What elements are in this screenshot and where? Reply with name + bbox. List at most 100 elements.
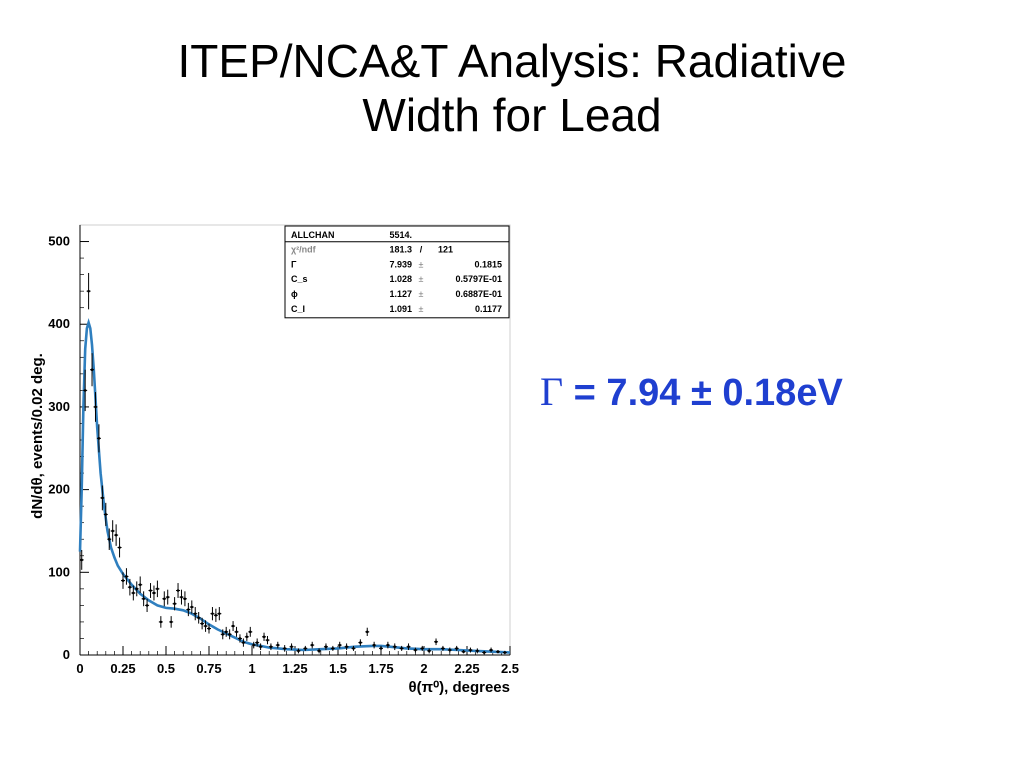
- stats-row-value: 5514.: [389, 230, 412, 240]
- data-marker: [104, 513, 108, 516]
- y-tick-label: 100: [48, 564, 70, 579]
- data-point: [155, 580, 160, 598]
- data-point: [141, 591, 146, 607]
- data-marker: [245, 635, 249, 639]
- data-marker: [379, 647, 383, 650]
- data-marker: [297, 649, 300, 653]
- stats-row-name: C_s: [291, 274, 308, 284]
- x-tick-label: 2: [420, 661, 427, 676]
- data-point: [90, 353, 95, 387]
- data-marker: [214, 614, 218, 617]
- data-marker: [128, 585, 132, 589]
- data-marker: [269, 645, 273, 649]
- data-marker: [114, 533, 118, 537]
- data-point: [165, 589, 170, 605]
- data-marker: [90, 368, 94, 372]
- data-point: [193, 607, 198, 621]
- data-point: [495, 650, 500, 654]
- data-marker: [420, 647, 424, 650]
- data-point: [231, 621, 236, 632]
- data-point: [282, 645, 287, 652]
- data-point: [248, 626, 253, 637]
- x-tick-label: 0.75: [196, 661, 221, 676]
- data-point: [217, 607, 222, 621]
- data-point: [323, 643, 328, 651]
- data-point: [121, 572, 125, 589]
- x-tick-label: 1.25: [282, 661, 307, 676]
- data-marker: [255, 641, 259, 644]
- data-point: [265, 635, 270, 645]
- data-point: [420, 645, 425, 651]
- data-marker: [414, 648, 417, 652]
- chart: 0 0.25 0.5 0.75 1 1.25 1.5 1.75 2 2.25 2.5 0 100 200 3…: [29, 224, 519, 696]
- data-marker: [252, 643, 256, 647]
- data-point: [268, 643, 273, 651]
- data-point: [114, 524, 119, 546]
- data-marker: [176, 589, 180, 592]
- data-point: [289, 643, 294, 651]
- y-tick-label: 200: [48, 482, 70, 497]
- data-marker: [262, 635, 266, 639]
- data-marker: [448, 648, 452, 652]
- data-marker: [231, 624, 235, 628]
- stats-row-name: ϕ: [291, 289, 298, 299]
- data-marker: [218, 612, 221, 615]
- x-tick-label: 1: [248, 661, 255, 676]
- data-marker: [224, 630, 228, 634]
- data-point: [200, 617, 205, 630]
- data-point: [317, 648, 322, 654]
- data-marker: [118, 546, 121, 549]
- data-point: [440, 645, 445, 651]
- y-tick-label: 500: [48, 234, 70, 249]
- data-marker: [266, 638, 269, 642]
- data-marker: [365, 630, 369, 634]
- data-marker: [183, 597, 187, 601]
- data-points-layer: [79, 272, 507, 655]
- data-point: [107, 528, 112, 550]
- data-marker: [101, 496, 104, 500]
- data-marker: [156, 587, 159, 591]
- x-tick-label: 0.5: [157, 661, 175, 676]
- data-point: [203, 620, 208, 632]
- data-marker: [80, 558, 84, 562]
- data-marker: [235, 630, 238, 634]
- data-point: [169, 616, 174, 628]
- data-marker: [197, 616, 200, 620]
- data-point: [224, 626, 229, 637]
- data-point: [241, 638, 246, 647]
- data-point: [189, 600, 194, 614]
- data-point: [372, 641, 377, 649]
- data-marker: [207, 627, 211, 630]
- data-marker: [121, 579, 125, 582]
- stats-row-error: 121: [438, 245, 453, 255]
- data-point: [186, 602, 191, 617]
- result-annotation: Γ = 7.94 ± 0.18eV: [540, 368, 843, 415]
- data-point: [79, 549, 84, 570]
- data-point: [502, 650, 507, 655]
- x-tick-label: 2.25: [454, 661, 479, 676]
- data-point: [461, 650, 466, 654]
- data-point: [351, 645, 356, 651]
- data-marker: [173, 602, 176, 606]
- data-point: [96, 424, 101, 453]
- data-point: [489, 647, 494, 653]
- data-point: [385, 641, 390, 649]
- data-marker: [193, 612, 197, 615]
- data-point: [468, 647, 473, 653]
- data-point: [93, 392, 98, 422]
- data-point: [296, 648, 301, 654]
- x-tick-label: 1.75: [368, 661, 393, 676]
- stats-row-error: 0.1177: [475, 304, 502, 314]
- data-marker: [145, 604, 149, 607]
- stats-row-name: Γ: [291, 259, 297, 269]
- data-marker: [317, 649, 321, 653]
- data-point: [210, 607, 215, 621]
- y-tick-label: 0: [63, 647, 70, 662]
- stats-box: ALLCHAN 5514. χ²/ndf 181.3 / 121 Γ 7.939 ±0.1815…: [284, 225, 510, 319]
- data-point: [220, 629, 225, 640]
- data-point: [358, 639, 363, 646]
- data-marker: [162, 597, 166, 601]
- data-point: [207, 623, 211, 634]
- data-marker: [187, 608, 190, 611]
- data-point: [148, 583, 153, 598]
